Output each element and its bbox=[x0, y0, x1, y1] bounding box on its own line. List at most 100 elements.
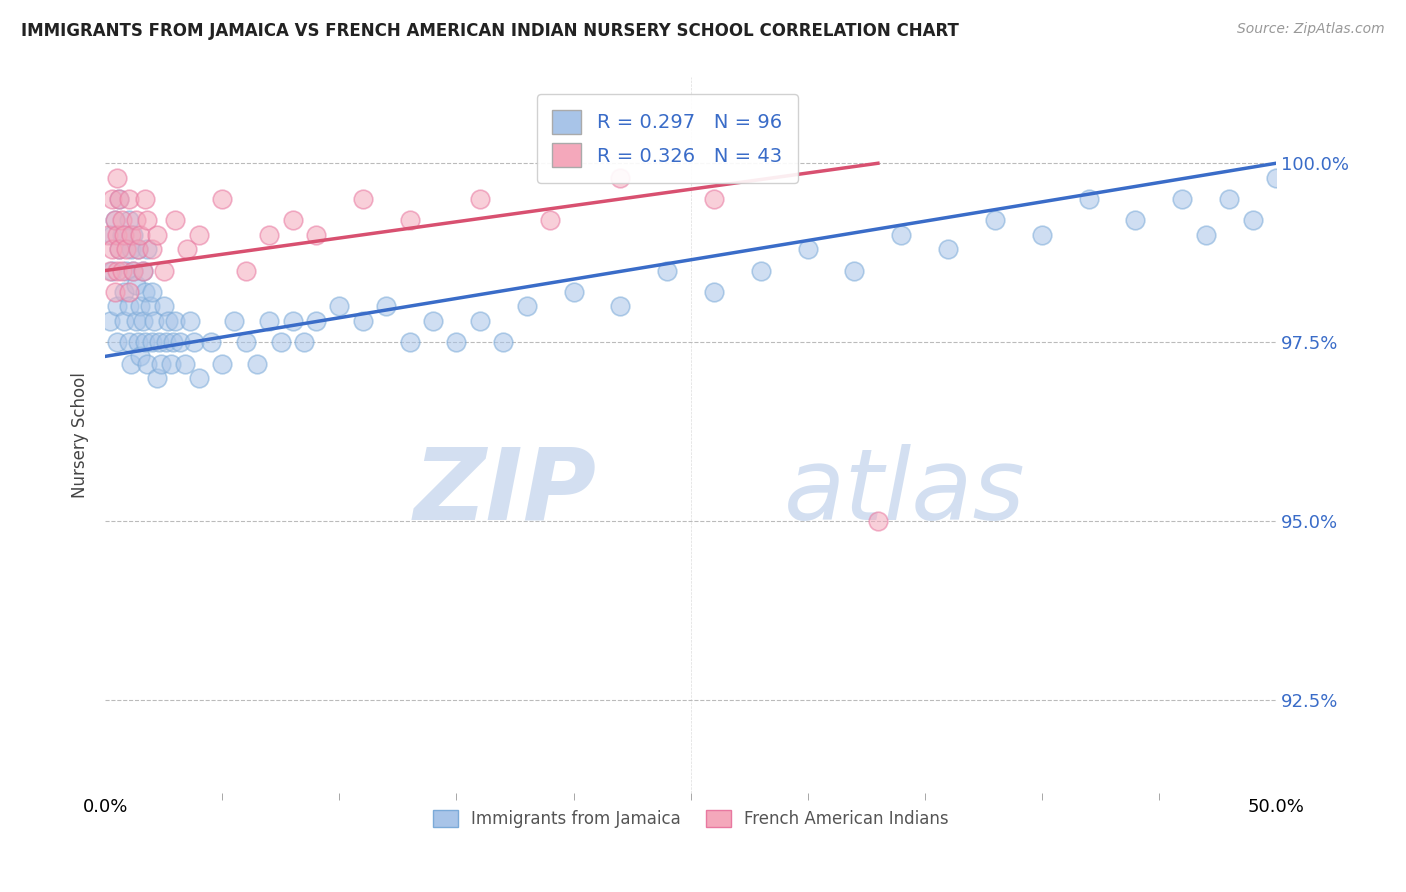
Point bbox=[844, 263, 866, 277]
Point bbox=[105, 227, 128, 242]
Point bbox=[305, 313, 328, 327]
Point bbox=[136, 213, 159, 227]
Point bbox=[165, 213, 187, 227]
Point bbox=[110, 263, 132, 277]
Point bbox=[422, 313, 444, 327]
Point bbox=[1241, 213, 1264, 227]
Point bbox=[157, 313, 180, 327]
Point bbox=[141, 285, 163, 299]
Text: ZIP: ZIP bbox=[413, 443, 598, 541]
Point bbox=[134, 192, 156, 206]
Point bbox=[120, 242, 142, 256]
Point bbox=[101, 242, 124, 256]
Point bbox=[103, 213, 125, 227]
Point bbox=[124, 277, 146, 292]
Point bbox=[131, 263, 153, 277]
Point bbox=[176, 242, 198, 256]
Point bbox=[136, 242, 159, 256]
Point bbox=[101, 227, 124, 242]
Point bbox=[152, 263, 174, 277]
Point bbox=[115, 263, 138, 277]
Point bbox=[179, 313, 201, 327]
Point bbox=[134, 334, 156, 349]
Point bbox=[117, 213, 139, 227]
Point bbox=[1195, 227, 1218, 242]
Point bbox=[129, 350, 152, 364]
Point bbox=[138, 299, 160, 313]
Point bbox=[468, 192, 491, 206]
Point bbox=[1171, 192, 1194, 206]
Point bbox=[117, 334, 139, 349]
Point bbox=[145, 371, 167, 385]
Point bbox=[136, 357, 159, 371]
Text: IMMIGRANTS FROM JAMAICA VS FRENCH AMERICAN INDIAN NURSERY SCHOOL CORRELATION CHA: IMMIGRANTS FROM JAMAICA VS FRENCH AMERIC… bbox=[21, 22, 959, 40]
Point bbox=[257, 227, 280, 242]
Point bbox=[127, 242, 149, 256]
Point bbox=[1334, 192, 1357, 206]
Point bbox=[124, 213, 146, 227]
Point bbox=[108, 192, 131, 206]
Point bbox=[103, 285, 125, 299]
Point bbox=[305, 227, 328, 242]
Point bbox=[246, 357, 269, 371]
Point bbox=[1288, 192, 1310, 206]
Point bbox=[211, 357, 233, 371]
Point bbox=[657, 263, 679, 277]
Point bbox=[143, 313, 166, 327]
Point bbox=[108, 242, 131, 256]
Point bbox=[375, 299, 398, 313]
Point bbox=[105, 299, 128, 313]
Point bbox=[150, 357, 173, 371]
Point bbox=[187, 371, 209, 385]
Point bbox=[148, 334, 170, 349]
Point bbox=[105, 334, 128, 349]
Point bbox=[703, 285, 725, 299]
Point bbox=[141, 334, 163, 349]
Point bbox=[703, 192, 725, 206]
Point bbox=[173, 357, 195, 371]
Point bbox=[122, 227, 145, 242]
Point bbox=[98, 313, 121, 327]
Point bbox=[257, 313, 280, 327]
Point bbox=[446, 334, 468, 349]
Point bbox=[127, 334, 149, 349]
Point bbox=[516, 299, 538, 313]
Point bbox=[155, 334, 177, 349]
Point bbox=[1265, 170, 1288, 185]
Text: Source: ZipAtlas.com: Source: ZipAtlas.com bbox=[1237, 22, 1385, 37]
Point bbox=[129, 299, 152, 313]
Point bbox=[183, 334, 205, 349]
Point bbox=[538, 213, 561, 227]
Point bbox=[129, 227, 152, 242]
Point bbox=[222, 313, 245, 327]
Point bbox=[105, 263, 128, 277]
Point bbox=[281, 213, 304, 227]
Point bbox=[117, 299, 139, 313]
Point bbox=[562, 285, 585, 299]
Point bbox=[1218, 192, 1240, 206]
Point bbox=[1358, 156, 1381, 170]
Y-axis label: Nursery School: Nursery School bbox=[72, 372, 89, 498]
Point bbox=[187, 227, 209, 242]
Point bbox=[866, 514, 889, 528]
Point bbox=[1382, 170, 1405, 185]
Point bbox=[122, 263, 145, 277]
Point bbox=[328, 299, 350, 313]
Point bbox=[984, 213, 1007, 227]
Point bbox=[141, 242, 163, 256]
Point bbox=[101, 263, 124, 277]
Point bbox=[112, 313, 135, 327]
Point bbox=[936, 242, 959, 256]
Point bbox=[890, 227, 912, 242]
Point bbox=[134, 285, 156, 299]
Point bbox=[110, 213, 132, 227]
Point bbox=[468, 313, 491, 327]
Point bbox=[120, 227, 142, 242]
Point bbox=[235, 334, 257, 349]
Point bbox=[749, 263, 772, 277]
Point bbox=[117, 285, 139, 299]
Point bbox=[281, 313, 304, 327]
Point bbox=[96, 227, 118, 242]
Point bbox=[1077, 192, 1099, 206]
Point bbox=[162, 334, 184, 349]
